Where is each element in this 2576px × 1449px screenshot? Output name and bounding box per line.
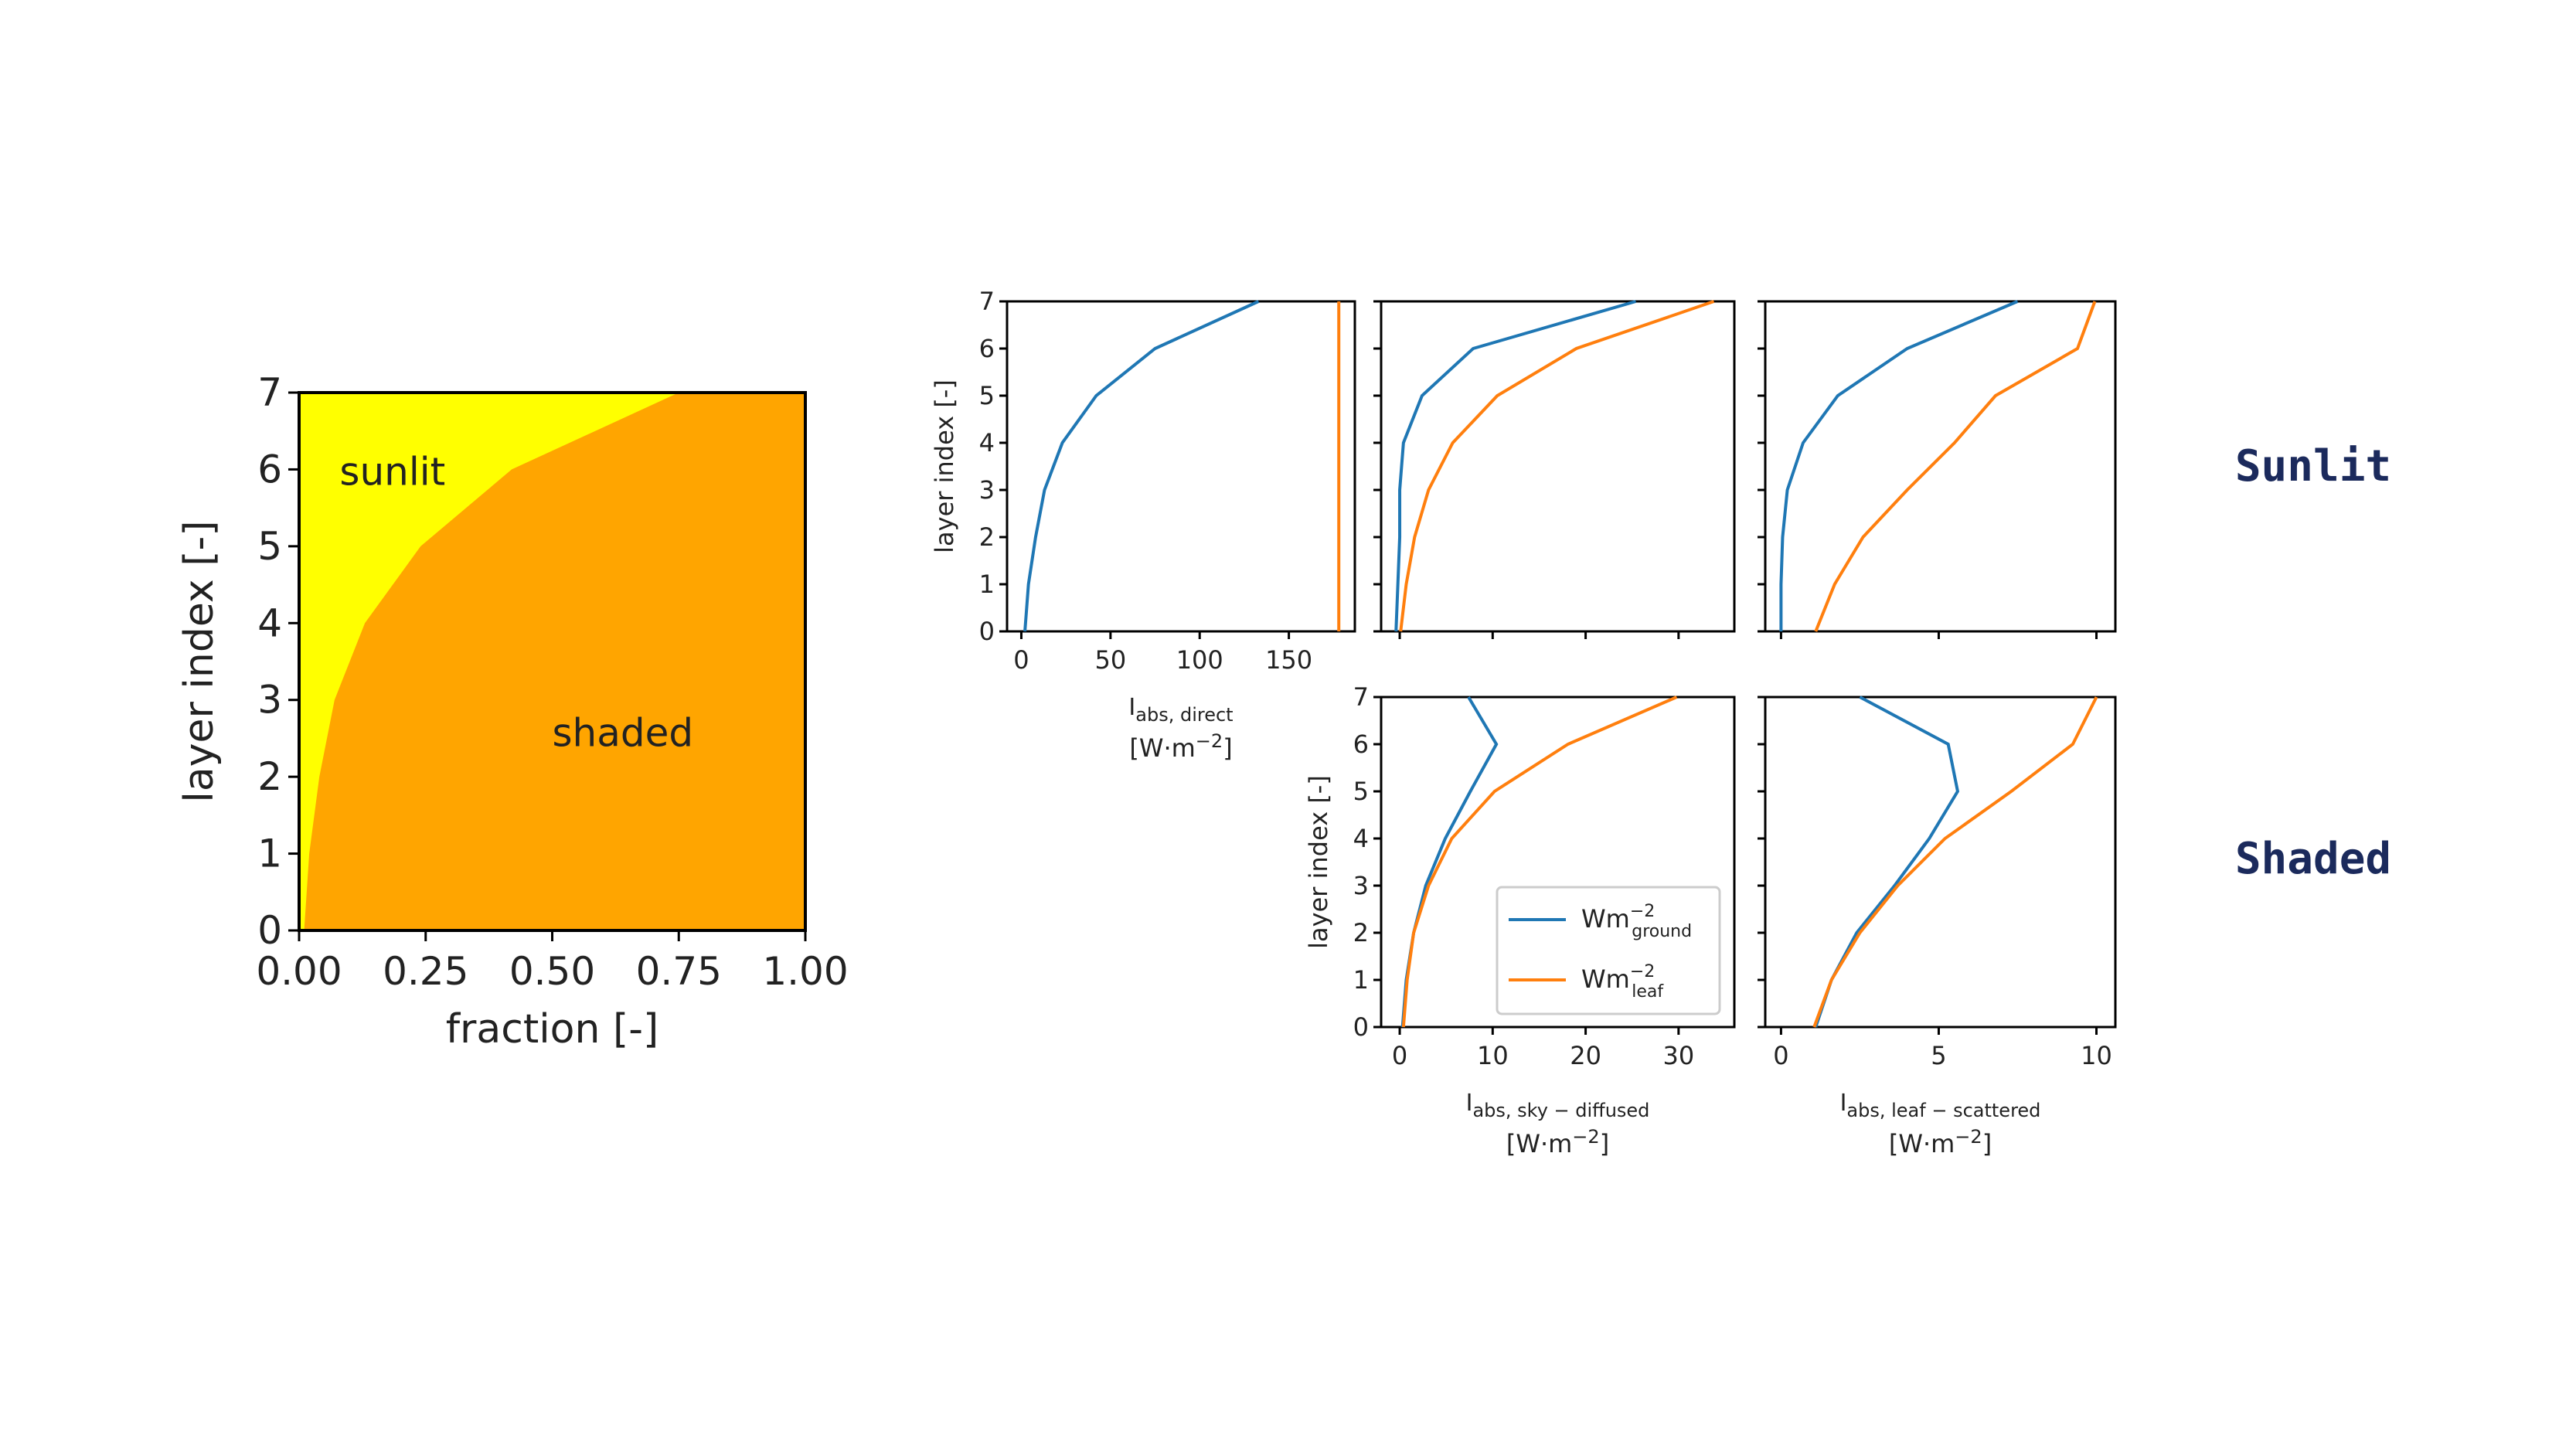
x-axis-label: fraction [-] — [446, 1006, 659, 1053]
legend-label-ground: Wm−2 ground — [1581, 902, 1692, 941]
row-label-sunlit: Sunlit — [2235, 441, 2391, 492]
x-axis-unit-main: [W·m — [1129, 733, 1195, 763]
y-axis-label: layer index [-] — [176, 520, 223, 802]
plot-frame — [1380, 300, 1736, 633]
x-tick-label: 0.00 — [256, 949, 342, 994]
fraction-chart: 0 1 2 3 4 5 6 7 0.00 0.25 0.50 0.75 1.00 fraction [-]… — [176, 370, 849, 1053]
x-axis-unit-sup: −2 — [1196, 730, 1223, 752]
x-axis-label-sub: abs, sky − diffused — [1472, 1100, 1649, 1121]
y-tick-label: 1 — [979, 570, 995, 599]
x-tick-label: 50 — [1094, 645, 1126, 675]
y-tick-label: 6 — [257, 447, 282, 492]
x-axis-unit-end: ] — [1600, 1129, 1609, 1158]
shaded-label: shaded — [553, 710, 694, 755]
y-tick-label: 5 — [257, 524, 282, 569]
x-tick-label: 0 — [1013, 645, 1029, 675]
plot-frame — [1764, 300, 2117, 633]
y-axis-label: layer index [-] — [1304, 775, 1333, 949]
legend-main: Wm — [1581, 964, 1630, 994]
y-tick-label: 2 — [979, 522, 995, 552]
y-tick-label: 5 — [979, 381, 995, 410]
y-tick-label: 7 — [1353, 682, 1369, 712]
series-line-leaf — [1814, 301, 2097, 632]
y-tick-label: 4 — [257, 600, 282, 645]
x-axis-unit: [W·m−2] — [1889, 1126, 1992, 1158]
x-tick-label: 10 — [2081, 1041, 2112, 1070]
y-tick-label: 1 — [1353, 965, 1369, 995]
legend-label-leaf: Wm−2 leaf — [1581, 962, 1664, 1002]
x-axis-label-main: I — [1466, 1090, 1473, 1117]
x-tick-label: 20 — [1570, 1041, 1601, 1070]
shaded-area — [304, 393, 805, 930]
x-axis-unit-end: ] — [1982, 1129, 1992, 1158]
series-line-leaf — [1812, 696, 2098, 1028]
panel-sunlit-sky-diffused — [1373, 300, 1736, 639]
y-tick-label: 6 — [979, 334, 995, 363]
y-tick-label: 4 — [1353, 824, 1369, 853]
series-line-leaf — [1401, 696, 1678, 1028]
x-axis-unit: [W·m−2] — [1129, 730, 1232, 763]
y-tick-label: 0 — [1353, 1012, 1369, 1042]
legend-sup: −2 — [1630, 902, 1655, 921]
legend-main: Wm — [1581, 904, 1630, 934]
series-line-leaf — [1399, 300, 1715, 632]
y-axis-label: layer index [-] — [930, 379, 959, 553]
x-axis-unit: [W·m−2] — [1506, 1126, 1609, 1158]
series-line-ground — [1023, 300, 1260, 632]
y-tick-label: 2 — [1353, 918, 1369, 947]
panel-shaded-leaf-scattered: 0 5 10 Iabs, leaf − scattered [W·m−2] — [1758, 696, 2117, 1158]
legend-sub: ground — [1632, 922, 1692, 941]
panel-sunlit-direct: 0 1 2 3 4 5 6 7 0 50 100 150 Iabs, direct [W·m−2] laye… — [930, 287, 1356, 763]
x-axis-label-sub: abs, leaf − scattered — [1846, 1100, 2040, 1121]
x-axis-label: Iabs, direct — [1128, 694, 1233, 726]
x-tick-label: 150 — [1265, 645, 1312, 675]
x-axis-label-main: I — [1128, 694, 1135, 721]
plot-frame — [1764, 696, 2117, 1029]
y-tick-label: 1 — [257, 832, 282, 876]
y-tick-label: 3 — [979, 475, 995, 505]
x-axis-unit-main: [W·m — [1889, 1129, 1955, 1158]
panel-sunlit-leaf-scattered — [1758, 300, 2117, 639]
x-tick-label: 0 — [1392, 1041, 1407, 1070]
row-label-shaded: Shaded — [2235, 834, 2391, 884]
x-tick-label: 10 — [1477, 1041, 1509, 1070]
y-tick-label: 5 — [1353, 777, 1369, 806]
y-tick-label: 3 — [257, 678, 282, 723]
x-axis-unit-sup: −2 — [1955, 1126, 1982, 1148]
y-tick-label: 2 — [257, 754, 282, 799]
x-axis-unit-main: [W·m — [1506, 1129, 1572, 1158]
legend-sub: leaf — [1632, 982, 1664, 1002]
series-line-ground — [1779, 300, 2019, 631]
y-tick-label: 7 — [979, 287, 995, 316]
series-line-ground — [1394, 300, 1637, 632]
plot-frame — [1006, 300, 1356, 633]
y-tick-label: 4 — [979, 428, 995, 457]
y-tick-label: 7 — [257, 370, 282, 415]
y-tick-label: 0 — [979, 617, 995, 646]
x-tick-label: 0 — [1773, 1041, 1788, 1070]
y-tick-label: 3 — [1353, 871, 1369, 900]
x-tick-label: 1.00 — [762, 949, 848, 994]
legend-sup: −2 — [1630, 962, 1655, 981]
x-tick-label: 0.75 — [636, 949, 722, 994]
y-tick-label: 0 — [257, 908, 282, 953]
sunlit-label: sunlit — [339, 449, 445, 494]
y-tick-label: 6 — [1353, 730, 1369, 759]
x-axis-label-main: I — [1840, 1090, 1847, 1117]
x-axis-unit-sup: −2 — [1572, 1126, 1599, 1148]
x-tick-label: 30 — [1662, 1041, 1694, 1070]
x-tick-label: 5 — [1931, 1041, 1946, 1070]
x-tick-label: 100 — [1176, 645, 1223, 675]
x-tick-label: 0.50 — [509, 949, 595, 994]
x-axis-label-sub: abs, direct — [1135, 704, 1233, 726]
x-tick-label: 0.25 — [383, 949, 468, 994]
x-axis-label: Iabs, sky − diffused — [1466, 1090, 1650, 1121]
x-axis-label: Iabs, leaf − scattered — [1840, 1090, 2041, 1121]
x-axis-unit-end: ] — [1223, 733, 1232, 763]
